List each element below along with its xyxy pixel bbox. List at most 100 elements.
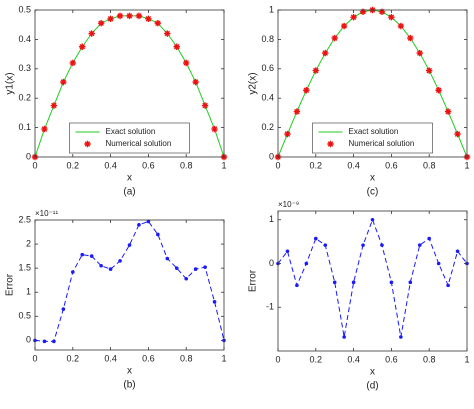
y-tick-label: 1 <box>269 214 274 224</box>
point-marker <box>97 20 105 27</box>
y-tick-label: 0.4 <box>18 34 31 44</box>
caption: (a) <box>123 187 135 198</box>
point-marker <box>154 20 162 27</box>
caption: (b) <box>123 380 135 391</box>
point-marker <box>304 261 309 266</box>
point-marker <box>397 22 405 30</box>
subplot: 0 0.2 0.4 0.6 0.8 1 -1 0 1 x Error (d) ×10⁻⁹ <box>248 200 470 392</box>
x-axis-label: x <box>370 173 375 184</box>
axes-frame <box>277 210 468 352</box>
point-marker <box>211 125 218 133</box>
y-tick-label: 0 <box>269 258 274 268</box>
x-tick-label: 0.6 <box>385 160 398 170</box>
point-marker <box>370 217 375 222</box>
point-marker <box>99 263 103 268</box>
point-marker <box>455 249 460 254</box>
point-marker <box>427 236 432 241</box>
y-axis-label: Error <box>5 273 16 296</box>
caption: (c) <box>367 187 379 198</box>
legend: Exact solution Numerical solution <box>312 122 433 154</box>
point-marker <box>350 14 357 21</box>
point-marker <box>80 252 85 257</box>
point-marker <box>41 125 48 133</box>
y-tick-label: 0 <box>269 151 274 161</box>
plot-area <box>278 211 467 351</box>
x-tick-label: 0.8 <box>423 160 436 170</box>
point-marker <box>203 265 207 269</box>
y-tick-label: 0 <box>26 335 31 345</box>
point-marker <box>174 266 179 270</box>
y-tick-label: 0.5 <box>18 4 31 14</box>
point-marker <box>361 243 365 247</box>
point-marker <box>52 339 56 344</box>
point-marker <box>212 300 217 304</box>
x-tick-label: 0.4 <box>347 160 360 170</box>
point-marker <box>342 335 346 339</box>
y-tick-label: 0.1 <box>18 122 31 132</box>
x-tick-label: 0.8 <box>180 353 193 363</box>
point-marker <box>88 30 95 37</box>
point-marker <box>61 307 66 311</box>
y-tick-label: 0.2 <box>18 93 31 103</box>
point-marker <box>201 102 209 109</box>
point-marker <box>435 87 442 94</box>
x-tick-label: 0.4 <box>104 160 117 170</box>
y-tick-label: -1 <box>266 302 274 312</box>
point-marker <box>359 8 367 15</box>
y-tick-label: 0.6 <box>261 63 274 73</box>
x-tick-label: 1 <box>464 160 469 170</box>
point-marker <box>312 67 319 74</box>
point-marker <box>116 12 124 20</box>
point-marker <box>135 12 143 20</box>
point-marker <box>436 261 441 266</box>
point-marker <box>426 67 433 74</box>
point-marker <box>118 259 122 263</box>
point-marker <box>444 108 452 115</box>
point-marker <box>322 49 329 57</box>
x-tick-label: 0.4 <box>347 354 360 364</box>
x-tick-label: 0.2 <box>67 353 80 363</box>
point-marker <box>69 59 76 67</box>
legend-swatch <box>84 140 91 148</box>
point-marker <box>293 108 301 115</box>
point-marker <box>285 249 290 254</box>
point-marker <box>388 14 395 21</box>
y-axis-label: y1(x) <box>5 72 16 94</box>
axis-multiplier: ×10⁻⁹ <box>278 200 299 209</box>
point-marker <box>446 283 450 288</box>
x-tick-label: 0.6 <box>385 354 398 364</box>
axes-frame <box>277 9 468 158</box>
axis-multiplier: ×10⁻¹¹ <box>35 209 58 218</box>
point-marker <box>417 243 422 247</box>
legend-label: Exact solution <box>106 127 156 136</box>
legend-label: Numerical solution <box>106 139 172 148</box>
series-line <box>34 220 225 342</box>
plot-area <box>35 220 224 350</box>
point-marker <box>407 34 414 42</box>
point-marker <box>351 280 356 285</box>
x-axis-label: x <box>127 366 132 377</box>
legend-label: Numerical solution <box>349 139 415 148</box>
y-tick-label: 2.5 <box>18 214 31 224</box>
point-marker <box>127 243 132 247</box>
x-tick-label: 0.6 <box>142 160 155 170</box>
x-tick-label: 0 <box>32 160 37 170</box>
subplot: 0 0.2 0.4 0.6 0.8 1 0 0.5 1 1.5 2 2.5 x Error (b) ×10⁻¹… <box>5 209 227 391</box>
x-tick-label: 0 <box>275 354 280 364</box>
point-marker <box>60 78 67 86</box>
legend-swatch <box>327 140 334 148</box>
point-marker <box>156 232 160 237</box>
point-marker <box>314 236 318 241</box>
y-tick-label: 0.5 <box>18 311 31 321</box>
point-marker <box>71 270 75 274</box>
point-marker <box>303 87 310 94</box>
y-tick-label: 1 <box>26 287 31 297</box>
point-marker <box>389 280 394 285</box>
point-marker <box>173 43 180 50</box>
caption: (d) <box>366 381 378 392</box>
subplot: 0 0.2 0.4 0.6 0.8 1 0 0.2 0.4 0.6 0.8 1 x y2(x) (c) Exa… <box>248 4 471 198</box>
point-marker <box>126 12 133 20</box>
point-marker <box>340 22 348 30</box>
point-marker <box>137 223 141 227</box>
